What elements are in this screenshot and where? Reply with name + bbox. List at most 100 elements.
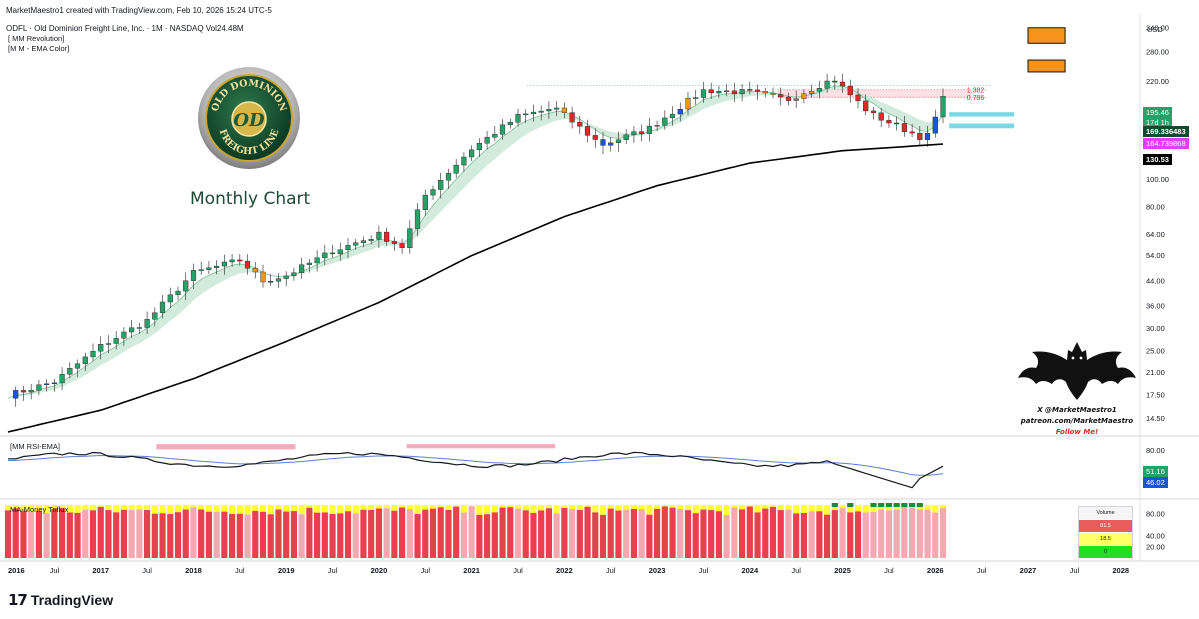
candle-body bbox=[128, 327, 135, 333]
flux-bar-top bbox=[824, 505, 831, 515]
candle bbox=[144, 311, 150, 335]
flux-bar bbox=[669, 505, 676, 558]
flux-tick-label: 20.00 bbox=[1146, 543, 1165, 552]
support-zone bbox=[949, 123, 1015, 129]
flux-bar-top bbox=[35, 505, 42, 511]
candle bbox=[894, 116, 900, 131]
candle bbox=[538, 105, 544, 121]
flux-bar-top bbox=[885, 505, 892, 511]
flux-bar-top bbox=[120, 505, 127, 510]
ema-ribbon bbox=[8, 86, 943, 399]
price-tick-label: 21.00 bbox=[1146, 368, 1165, 377]
flux-bar bbox=[777, 505, 784, 558]
flux-bar bbox=[236, 505, 243, 558]
flux-bar-body bbox=[298, 514, 305, 558]
candle bbox=[623, 129, 629, 144]
time-tick-label: 2018 bbox=[185, 566, 202, 575]
flux-bar bbox=[406, 505, 413, 558]
candle-body bbox=[631, 131, 637, 135]
flux-bar-top bbox=[4, 505, 12, 511]
flux-bar-top bbox=[924, 505, 931, 510]
rsi-tick-label: 80.00 bbox=[1146, 446, 1165, 455]
flux-bar bbox=[839, 505, 846, 558]
flux-bar-top bbox=[638, 505, 645, 510]
candle bbox=[152, 307, 158, 327]
candle bbox=[561, 102, 568, 119]
flux-bar-top bbox=[839, 505, 846, 508]
rsi-panel-title[interactable]: [MM RSI-EMA] bbox=[10, 442, 60, 451]
flux-bar bbox=[700, 505, 707, 558]
candle bbox=[198, 261, 204, 276]
price-tick-label: 64.00 bbox=[1146, 230, 1165, 239]
flux-bar-body bbox=[229, 513, 236, 558]
candle bbox=[445, 168, 452, 189]
candle bbox=[863, 94, 869, 116]
company-logo: OLD DOMINION FREIGHT LINE OD bbox=[197, 66, 301, 170]
candle bbox=[59, 367, 65, 391]
candle-body bbox=[198, 269, 204, 271]
flux-panel-title[interactable]: MA-Money Triflux bbox=[10, 505, 69, 514]
flux-bar-body bbox=[646, 514, 653, 558]
flux-bar-top bbox=[723, 505, 730, 515]
flux-bar-top bbox=[383, 505, 390, 509]
candle bbox=[128, 319, 135, 338]
flux-bar-top bbox=[314, 505, 321, 513]
flux-bar-body bbox=[599, 514, 607, 558]
flux-bar-body bbox=[51, 508, 58, 558]
tradingview-brand[interactable]: 17 TradingView bbox=[8, 591, 113, 609]
candle-body bbox=[368, 239, 374, 241]
candle-body bbox=[561, 107, 568, 113]
flux-bar bbox=[762, 505, 769, 558]
currency-label: USD bbox=[1147, 25, 1163, 34]
flux-bar-body bbox=[159, 513, 166, 558]
flux-bar bbox=[383, 505, 390, 558]
candle-body bbox=[237, 259, 243, 262]
flux-bar-body bbox=[43, 512, 50, 558]
symbol-line[interactable]: ODFL · Old Dominion Freight Line, Inc. ·… bbox=[6, 24, 244, 33]
candle bbox=[507, 118, 513, 129]
candle-body bbox=[28, 390, 34, 393]
flux-bar-top bbox=[646, 505, 653, 515]
flux-bar-body bbox=[275, 509, 282, 558]
flux-bar-body bbox=[561, 507, 568, 558]
flux-bar-top bbox=[375, 505, 382, 509]
flux-bar-top bbox=[82, 505, 89, 510]
candle-body bbox=[67, 368, 73, 375]
flux-bar bbox=[344, 505, 352, 558]
indicator-revolution[interactable]: [ MM Revolution] bbox=[8, 34, 65, 43]
candle bbox=[67, 362, 73, 379]
candle-body bbox=[453, 164, 459, 174]
candle-body bbox=[623, 134, 629, 140]
candle bbox=[82, 352, 88, 372]
candle-body bbox=[577, 121, 583, 127]
flux-bar-body bbox=[82, 509, 89, 558]
flux-bar bbox=[321, 505, 328, 558]
flux-bar-top bbox=[708, 505, 715, 511]
candle bbox=[337, 242, 343, 261]
candle-body bbox=[407, 228, 413, 249]
flux-bar-body bbox=[592, 512, 599, 558]
candle bbox=[909, 123, 915, 138]
flux-bar bbox=[677, 505, 684, 558]
flux-bar-top bbox=[391, 505, 398, 511]
candle-body bbox=[554, 107, 560, 110]
flux-bar-top bbox=[661, 505, 668, 507]
flux-bar-top bbox=[793, 505, 800, 514]
flux-bar-body bbox=[136, 509, 143, 558]
candle bbox=[924, 125, 931, 147]
ema-value-tag: 169.336483 bbox=[1143, 126, 1189, 137]
flux-bar-top bbox=[128, 505, 135, 511]
flux-bar bbox=[151, 505, 158, 558]
indicator-ema-color[interactable]: [M M - EMA Color] bbox=[8, 44, 70, 53]
flux-bar-body bbox=[406, 509, 413, 558]
flux-bar-body bbox=[74, 512, 81, 558]
time-tick-label: 2026 bbox=[927, 566, 944, 575]
flux-bar-body bbox=[89, 510, 97, 558]
flux-bar-body bbox=[375, 508, 382, 558]
flux-bar-body bbox=[337, 513, 344, 558]
flux-bar-body bbox=[190, 507, 197, 558]
candle-body bbox=[283, 275, 289, 279]
candle bbox=[206, 261, 212, 275]
flux-bar-body bbox=[831, 510, 838, 558]
